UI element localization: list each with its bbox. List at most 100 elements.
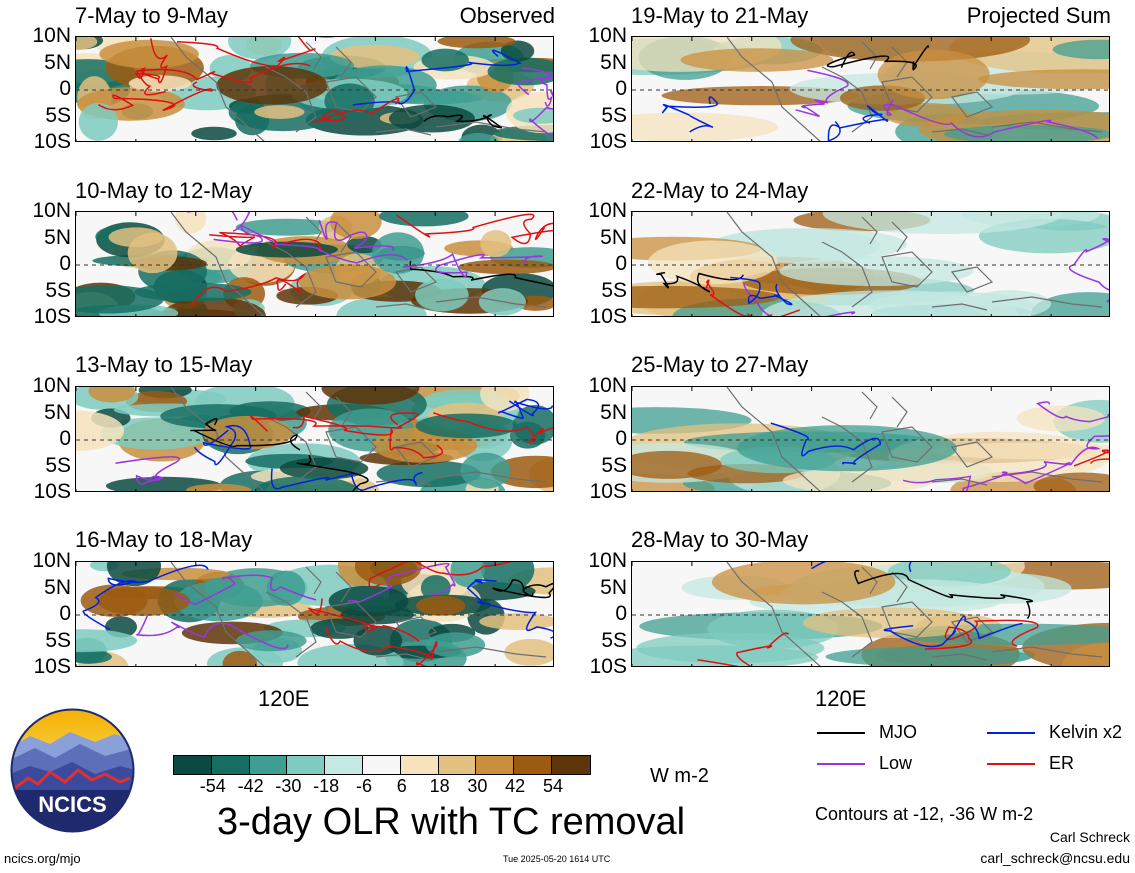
colorbar-swatch: [174, 756, 212, 774]
olr-anomaly-patch: [298, 264, 397, 300]
olr-anomaly-patch: [266, 570, 306, 606]
colorbar-swatch: [325, 756, 363, 774]
colorbar-tick-label: -6: [355, 776, 373, 796]
olr-heatmap: [76, 212, 553, 316]
site-url[interactable]: ncics.org/mjo: [4, 851, 81, 866]
panel-title: 16-May to 18-May: [75, 527, 253, 552]
lat-label: 10N: [32, 199, 71, 222]
olr-heatmap: [632, 562, 1109, 666]
lat-label: 10S: [33, 305, 71, 328]
lat-label: 10S: [589, 130, 627, 153]
lat-label: 10N: [588, 199, 627, 222]
olr-anomaly-patch: [228, 37, 292, 60]
lat-label: 10N: [32, 549, 71, 572]
contour-line: [423, 114, 503, 129]
colorbar-tick-label: 54: [542, 776, 564, 796]
lat-label: 10N: [588, 374, 627, 397]
author-name: Carl Schreck: [1049, 829, 1130, 845]
olr-anomaly-patch: [371, 232, 425, 274]
lat-label: 5N: [44, 225, 71, 249]
contour-line: [1036, 401, 1109, 423]
contour-line: [924, 619, 1039, 650]
olr-anomaly-patch: [186, 483, 252, 491]
olr-anomaly-patch: [76, 650, 112, 664]
coastline: [170, 212, 265, 316]
lat-label: 10N: [588, 24, 627, 47]
olr-anomaly-patch: [329, 212, 382, 240]
coastline: [950, 91, 994, 118]
lat-label: 0: [59, 252, 71, 275]
lat-label: 10S: [33, 655, 71, 678]
olr-anomaly-patch: [88, 387, 136, 403]
coastline: [375, 653, 432, 661]
olr-anomaly-patch: [479, 613, 553, 630]
coastline: [305, 391, 322, 420]
olr-anomaly-patch: [328, 585, 409, 617]
coastline: [931, 653, 988, 661]
olr-heatmap: [632, 387, 1109, 491]
lat-label: 0: [59, 77, 71, 100]
colorbar-tick-label: 42: [505, 776, 526, 796]
coastline: [726, 37, 821, 141]
olr-anomaly-patch: [458, 259, 553, 275]
olr-anomaly-patch: [321, 387, 420, 405]
olr-anomaly-patch: [310, 618, 370, 639]
olr-anomaly-patch: [632, 285, 781, 309]
lat-label: 5N: [600, 575, 627, 599]
contour-line: [883, 615, 1023, 648]
coastline: [375, 303, 432, 311]
legend-entry: ER: [987, 753, 1074, 774]
lat-label: 5S: [45, 628, 71, 652]
colorbar-tick-label: -54: [199, 776, 226, 796]
coastline: [325, 251, 377, 288]
olr-map: [631, 211, 1110, 317]
author-email: carl_schreck@ncsu.edu: [980, 850, 1130, 866]
lat-label: 5S: [45, 103, 71, 127]
legend-entry: MJO: [817, 722, 917, 743]
lat-label: 5N: [600, 50, 627, 74]
contour-line: [656, 271, 744, 293]
legend-entry: Low: [817, 753, 912, 774]
olr-anomaly-patch: [711, 562, 896, 605]
contour-line: [209, 231, 324, 253]
olr-anomaly-patch: [802, 607, 982, 639]
coastline: [435, 121, 547, 133]
coastline: [335, 221, 352, 253]
olr-anomaly-patch: [1052, 39, 1109, 60]
contour-line: [705, 279, 801, 316]
contour-line: [521, 67, 553, 107]
colorbar-swatch: [400, 756, 439, 774]
legend-label: Kelvin x2: [1049, 722, 1123, 742]
coastline: [170, 37, 265, 141]
olr-map: [75, 386, 554, 492]
olr-anomaly-patch: [680, 48, 834, 72]
olr-anomaly-patch: [481, 562, 535, 592]
coastline: [991, 646, 1103, 658]
olr-anomaly-patch: [97, 586, 191, 616]
olr-anomaly-patch: [416, 595, 466, 616]
coastline: [435, 646, 547, 658]
coastline: [891, 396, 908, 428]
contour-line: [466, 579, 553, 639]
contour-line: [176, 37, 336, 67]
olr-anomaly-patch: [127, 232, 178, 274]
olr-anomaly-patch: [76, 629, 138, 653]
olr-anomaly-patch: [216, 65, 328, 105]
coastline: [821, 416, 873, 483]
contour-line: [311, 97, 400, 123]
olr-anomaly-patch: [500, 40, 535, 62]
coastline: [265, 416, 317, 483]
olr-anomaly-patch: [235, 630, 307, 652]
panel-title: 25-May to 27-May: [631, 352, 809, 377]
lat-label: 0: [615, 427, 627, 450]
contour-line: [1073, 449, 1109, 467]
olr-heatmap: [632, 37, 1109, 141]
lat-label: 5S: [45, 278, 71, 302]
contour-line: [134, 38, 168, 84]
coastline: [821, 591, 873, 658]
contour-line: [292, 415, 444, 459]
legend-line-swatch: [987, 762, 1035, 765]
coastline: [325, 426, 377, 463]
contour-line: [743, 282, 856, 316]
lat-label: 0: [615, 602, 627, 625]
